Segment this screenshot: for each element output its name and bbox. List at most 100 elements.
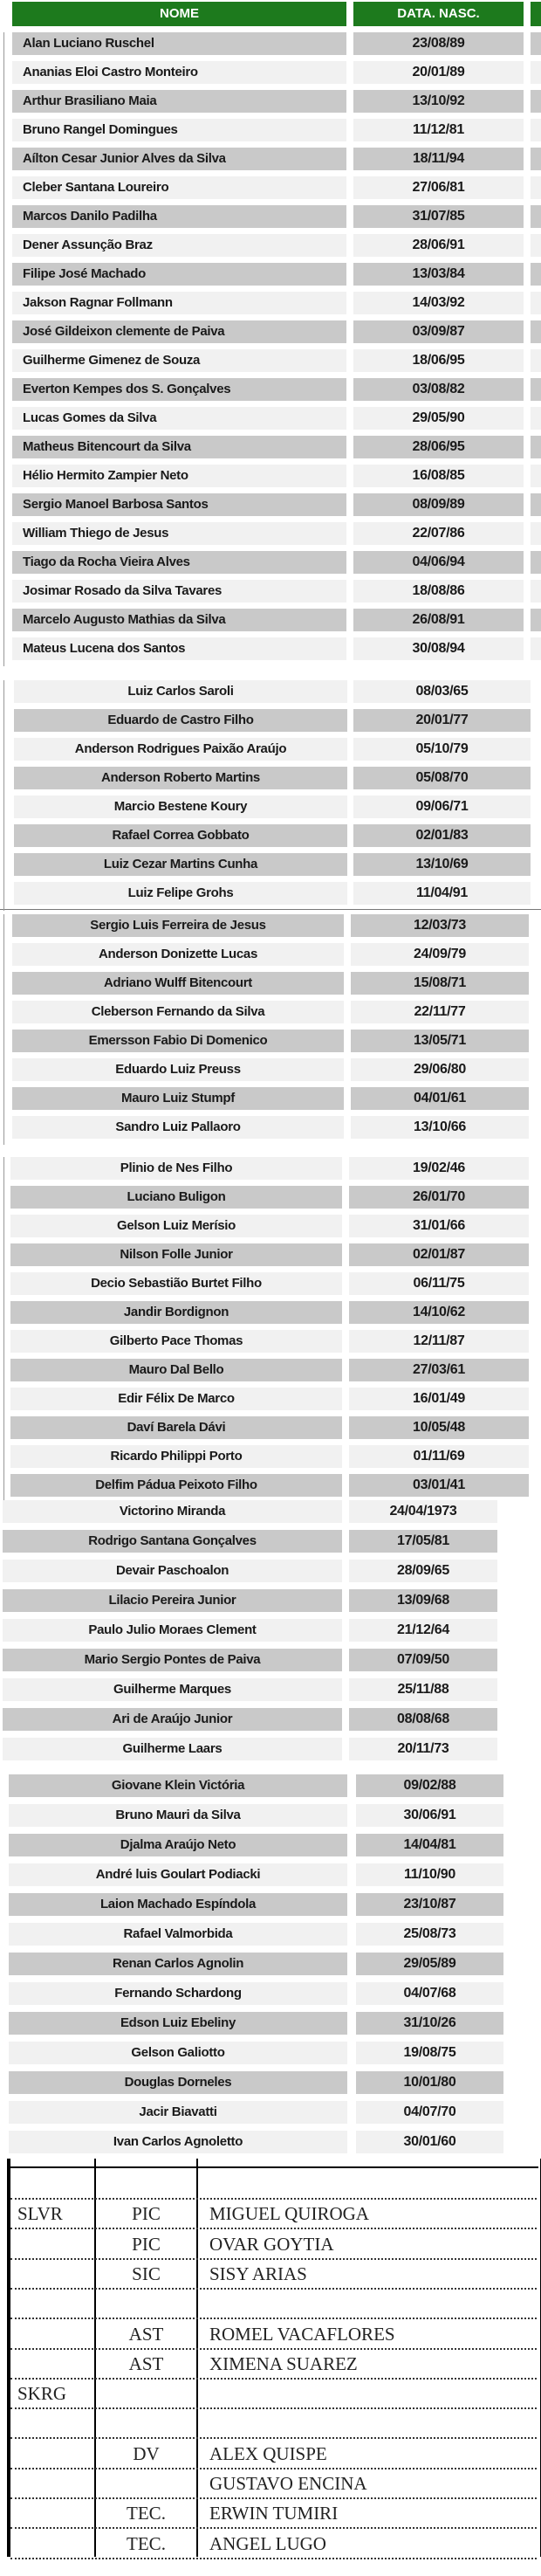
crew-role: TEC.	[127, 2503, 166, 2524]
date-cell: 23/10/87	[356, 1893, 503, 1916]
name-cell: Bruno Rangel Domingues	[12, 119, 346, 141]
date-cell: 03/08/82	[353, 378, 524, 401]
row-guide-line	[3, 32, 4, 666]
name-cell: Mario Sergio Pontes de Paiva	[3, 1649, 342, 1671]
crew-role: SIC	[132, 2263, 161, 2284]
date-cell: 18/06/95	[353, 349, 524, 372]
header-date: DATA. NASC.	[353, 2, 524, 26]
crew-row: SKRG	[10, 2378, 537, 2410]
extra-column-cell	[531, 407, 541, 430]
name-cell: Mauro Luiz Stumpf	[12, 1087, 344, 1110]
name-cell: Luciano Buligon	[10, 1186, 342, 1209]
name-cell: Plinio de Nes Filho	[10, 1157, 342, 1180]
crew-row: SIC SISY ARIAS	[10, 2258, 537, 2290]
name-cell: Delfim Pádua Peixoto Filho	[10, 1474, 342, 1497]
crew-row: DV ALEX QUISPE	[10, 2438, 537, 2469]
extra-column-cell	[531, 580, 541, 603]
crew-name: ERWIN TUMIRI	[209, 2503, 339, 2524]
crew-row: TEC. ERWIN TUMIRI	[10, 2497, 537, 2530]
name-cell: Matheus Bitencourt da Silva	[12, 436, 346, 458]
date-cell: 14/04/81	[356, 1834, 503, 1856]
date-cell: 27/03/61	[349, 1359, 529, 1381]
crew-name: ALEX QUISPE	[209, 2442, 327, 2464]
crew-name: ROMEL VACAFLORES	[209, 2323, 395, 2345]
date-cell: 13/09/68	[349, 1589, 497, 1612]
crew-row: GUSTAVO ENCINA	[10, 2468, 537, 2499]
date-cell: 08/08/68	[349, 1708, 497, 1731]
name-cell: Tiago da Rocha Vieira Alves	[12, 551, 346, 574]
name-cell: Eduardo de Castro Filho	[14, 709, 347, 732]
date-cell: 09/06/71	[353, 796, 531, 818]
date-cell: 02/01/83	[353, 824, 531, 847]
name-cell: Edir Félix De Marco	[10, 1388, 342, 1410]
name-cell: Sergio Luis Ferreira de Jesus	[12, 914, 344, 937]
name-cell: Mateus Lucena dos Santos	[12, 637, 346, 660]
name-cell: Everton Kempes dos S. Gonçalves	[12, 378, 346, 401]
name-cell: Rafael Correa Gobbato	[14, 824, 347, 847]
name-cell: Filipe José Machado	[12, 263, 346, 286]
name-cell: Adriano Wulff Bitencourt	[12, 972, 344, 995]
crew-row: PIC OVAR GOYTIA	[10, 2228, 537, 2260]
date-cell: 27/06/81	[353, 176, 524, 199]
name-cell: Rodrigo Santana Gonçalves	[3, 1530, 342, 1553]
name-cell: Gelson Galiotto	[9, 2042, 347, 2064]
extra-column-cell	[531, 176, 541, 199]
crew-name: MIGUEL QUIROGA	[209, 2203, 369, 2225]
extra-column-cell	[531, 465, 541, 487]
crew-column-divider	[196, 2159, 198, 2557]
date-cell: 19/02/46	[349, 1157, 529, 1180]
date-cell: 13/10/92	[353, 90, 524, 113]
name-cell: William Thiego de Jesus	[12, 522, 346, 545]
header-extra-column	[531, 2, 541, 26]
crew-row	[10, 2407, 537, 2440]
name-cell: Ananias Eloi Castro Monteiro	[12, 61, 346, 84]
extra-column-cell	[531, 90, 541, 113]
row-guide-line	[3, 1157, 4, 1503]
crew-name: GUSTAVO ENCINA	[209, 2473, 367, 2494]
date-cell: 13/03/84	[353, 263, 524, 286]
extra-column-cell	[531, 292, 541, 314]
crew-role: AST	[128, 2323, 164, 2345]
date-cell: 30/08/94	[353, 637, 524, 660]
crew-role: DV	[133, 2442, 160, 2464]
date-cell: 26/08/91	[353, 609, 524, 631]
date-cell: 31/01/66	[349, 1215, 529, 1237]
name-cell: Arthur Brasiliano Maia	[12, 90, 346, 113]
date-cell: 25/11/88	[349, 1678, 497, 1701]
date-cell: 03/09/87	[353, 320, 524, 343]
row-guide-line	[3, 914, 4, 1145]
name-cell: Devair Paschoalon	[3, 1560, 342, 1582]
name-cell: Lucas Gomes da Silva	[12, 407, 346, 430]
extra-column-cell	[531, 551, 541, 574]
date-cell: 09/02/88	[356, 1774, 503, 1797]
crew-name: SISY ARIAS	[209, 2263, 307, 2284]
date-cell: 21/12/64	[349, 1619, 497, 1642]
date-cell: 05/10/79	[353, 738, 531, 761]
crew-table-top-border	[7, 2166, 538, 2168]
date-cell: 10/05/48	[349, 1416, 529, 1439]
crew-role: TEC.	[127, 2532, 166, 2554]
date-cell: 20/01/77	[353, 709, 531, 732]
name-cell: André luis Goulart Podiacki	[9, 1863, 347, 1886]
extra-column-cell	[531, 637, 541, 660]
date-cell: 08/09/89	[353, 493, 524, 516]
name-cell: Mauro Dal Bello	[10, 1359, 342, 1381]
date-cell: 06/11/75	[349, 1272, 529, 1295]
date-cell: 11/12/81	[353, 119, 524, 141]
name-cell: Jandir Bordignon	[10, 1301, 342, 1324]
date-cell: 24/04/1973	[349, 1500, 497, 1523]
name-cell: Fernando Schardong	[9, 1982, 347, 2005]
crew-group: SKRG	[17, 2383, 67, 2405]
extra-column-cell	[531, 493, 541, 516]
date-cell: 28/06/95	[353, 436, 524, 458]
date-cell: 28/06/91	[353, 234, 524, 257]
name-cell: Paulo Julio Moraes Clement	[3, 1619, 342, 1642]
name-cell: José Gildeixon clemente de Paiva	[12, 320, 346, 343]
date-cell: 25/08/73	[356, 1923, 503, 1946]
name-cell: Marcos Danilo Padilha	[12, 205, 346, 228]
name-cell: Emersson Fabio Di Domenico	[12, 1030, 344, 1052]
date-cell: 17/05/81	[349, 1530, 497, 1553]
date-cell: 01/11/69	[349, 1445, 529, 1468]
name-cell: Anderson Rodrigues Paixão Araújo	[14, 738, 347, 761]
name-cell: Nilson Folle Junior	[10, 1243, 342, 1266]
